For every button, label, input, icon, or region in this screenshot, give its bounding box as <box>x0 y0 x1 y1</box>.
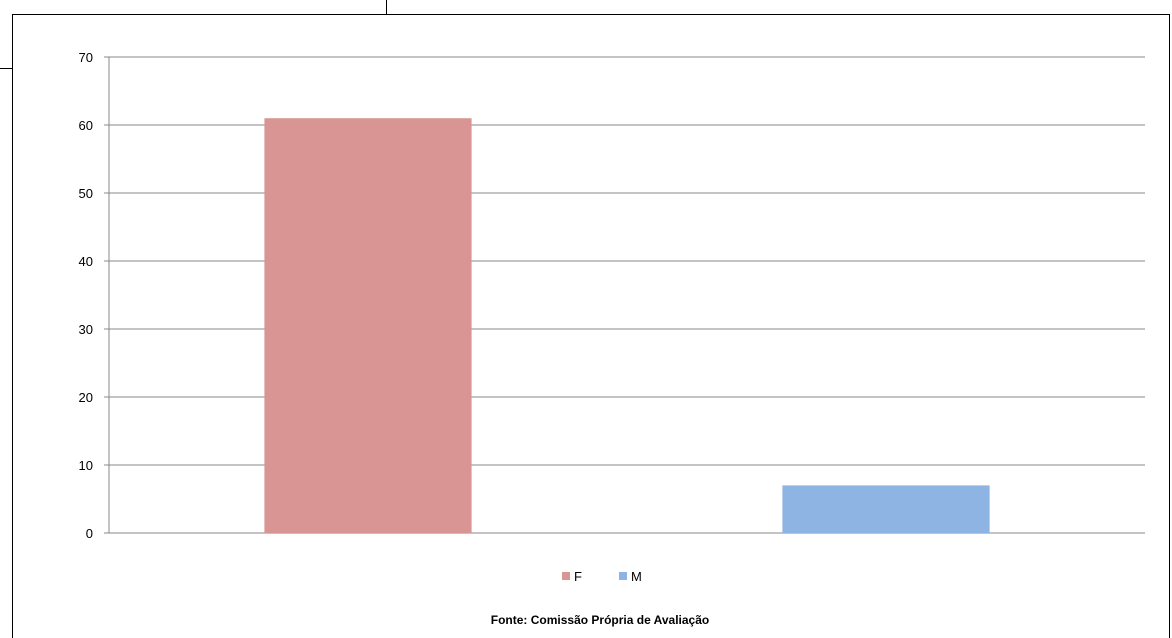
chart-frame <box>12 14 1170 638</box>
legend-label-m: M <box>631 569 642 584</box>
source-note: Fonte: Comissão Própria de Avaliação <box>491 613 710 627</box>
legend-swatch-f <box>562 572 570 580</box>
y-tick-label: 70 <box>79 50 93 65</box>
legend-label-f: F <box>574 569 582 584</box>
y-tick-label: 20 <box>79 390 93 405</box>
frame-connector-top <box>386 0 387 15</box>
y-tick-label: 30 <box>79 322 93 337</box>
legend-swatch-m <box>619 572 627 580</box>
y-tick-label: 10 <box>79 458 93 473</box>
bars <box>264 118 990 533</box>
y-tick-label: 60 <box>79 118 93 133</box>
y-tick-label: 0 <box>86 526 93 541</box>
frame-connector-left <box>0 68 12 69</box>
y-tick-label: 40 <box>79 254 93 269</box>
bar-m <box>782 485 990 533</box>
axes <box>104 57 1145 534</box>
y-tick-labels: 0 10 20 30 40 50 60 70 <box>79 50 93 541</box>
bar-f <box>264 118 472 533</box>
y-tick-label: 50 <box>79 186 93 201</box>
grid-lines <box>104 56 1145 466</box>
